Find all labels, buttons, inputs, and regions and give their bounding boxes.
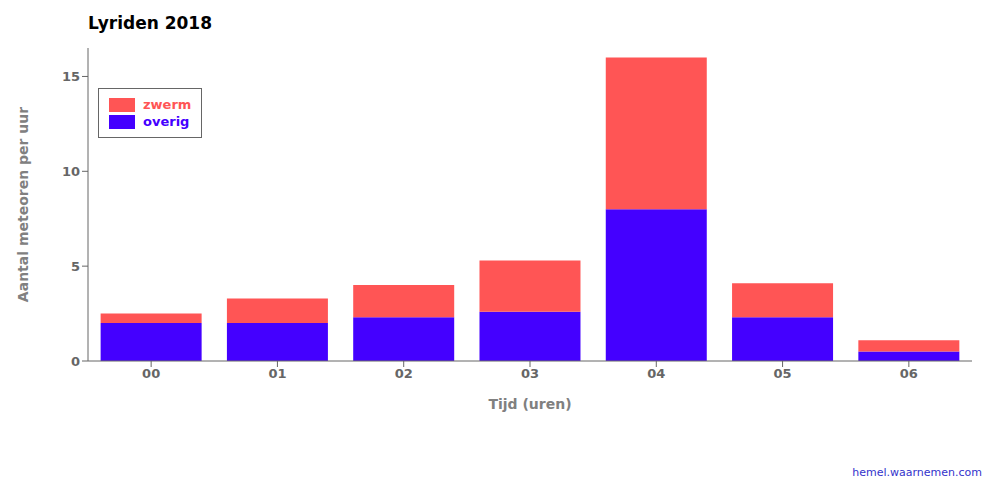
svg-text:05: 05 [774, 366, 792, 381]
svg-text:00: 00 [142, 366, 160, 381]
html-text:hemel.waarnemen.com: hemel.waarnemen.com [852, 466, 982, 479]
svg-text:0: 0 [71, 354, 80, 369]
svg-text:01: 01 [268, 366, 286, 381]
svg-text:06: 06 [900, 366, 918, 381]
svg-text:15: 15 [62, 69, 80, 84]
svg-text:Tijd (uren): Tijd (uren) [488, 396, 571, 412]
svg-text:5: 5 [71, 259, 80, 274]
svg-text:03: 03 [521, 366, 539, 381]
html-text:Lyriden 2018: Lyriden 2018 [88, 13, 212, 33]
svg-text:02: 02 [395, 366, 413, 381]
svg-text:10: 10 [62, 164, 80, 179]
svg-text:Aantal meteoren per uur: Aantal meteoren per uur [15, 107, 31, 302]
html-text:overig: overig [143, 114, 190, 129]
svg-text:04: 04 [647, 366, 665, 381]
html-text:zwerm: zwerm [143, 97, 192, 112]
